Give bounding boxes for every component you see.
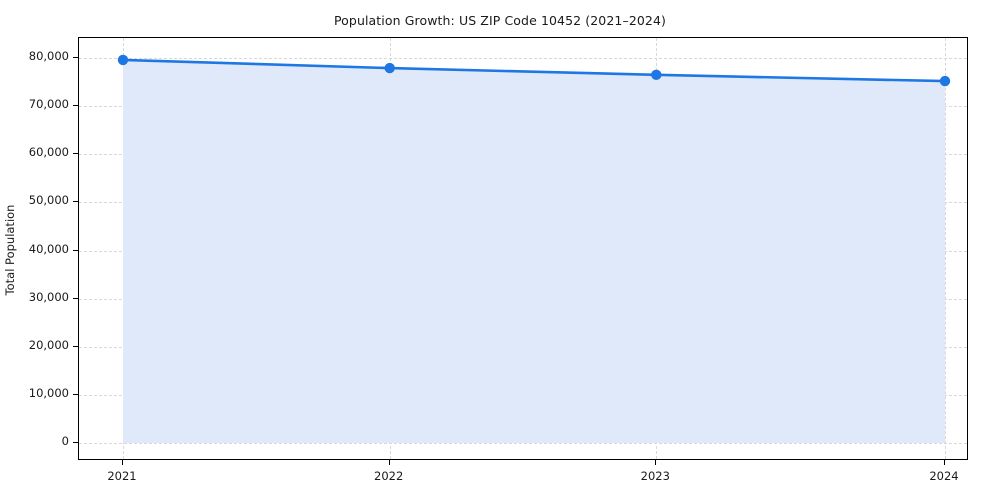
series-line <box>121 58 947 83</box>
series-area-fill <box>123 59 945 444</box>
series-plot <box>117 54 951 444</box>
y-axis-tick-label: 50,000 <box>28 193 69 208</box>
x-axis-tick-label: 2021 <box>107 469 137 483</box>
y-axis-tick-label: 10,000 <box>28 385 69 400</box>
x-axis-tick-mark <box>655 460 657 465</box>
y-axis-tick-mark <box>73 105 78 107</box>
x-axis-tick-label: 2022 <box>374 469 404 483</box>
series-markers <box>117 54 951 87</box>
gridline-vertical <box>945 38 946 459</box>
y-axis-tick-mark <box>73 57 78 58</box>
y-axis-tick-label: 70,000 <box>28 97 69 112</box>
x-axis-tick-mark <box>122 460 123 465</box>
x-axis-tick-mark <box>944 460 945 465</box>
data-point-marker <box>384 62 395 74</box>
gridline-horizontal <box>79 443 967 444</box>
y-axis-tick-mark <box>73 297 78 299</box>
x-axis-tick-label: 2024 <box>929 469 959 483</box>
y-axis-tick-label: 80,000 <box>28 49 69 63</box>
x-axis-tick-label: 2023 <box>640 469 670 483</box>
data-point-marker <box>939 75 951 87</box>
y-axis-tick-label: 30,000 <box>28 289 69 304</box>
y-axis-tick-mark <box>73 442 78 443</box>
y-axis-tick-mark <box>73 153 78 155</box>
plot-area <box>78 37 968 460</box>
data-point-marker <box>117 54 129 66</box>
y-axis-tick-label: 40,000 <box>28 241 69 256</box>
y-axis-tick-label: 0 <box>61 434 69 448</box>
data-point-marker <box>651 69 662 81</box>
gridline-horizontal <box>79 58 967 59</box>
chart-title: Population Growth: US ZIP Code 10452 (20… <box>333 13 667 28</box>
y-axis-tick-mark <box>73 249 78 251</box>
y-axis-tick-label: 60,000 <box>28 145 69 160</box>
y-axis-tick-mark <box>73 393 78 395</box>
y-axis-tick-mark <box>73 345 78 347</box>
y-axis-tick-label: 20,000 <box>28 337 69 352</box>
x-axis-tick-mark <box>388 460 390 465</box>
y-axis-tick-mark <box>73 201 78 203</box>
